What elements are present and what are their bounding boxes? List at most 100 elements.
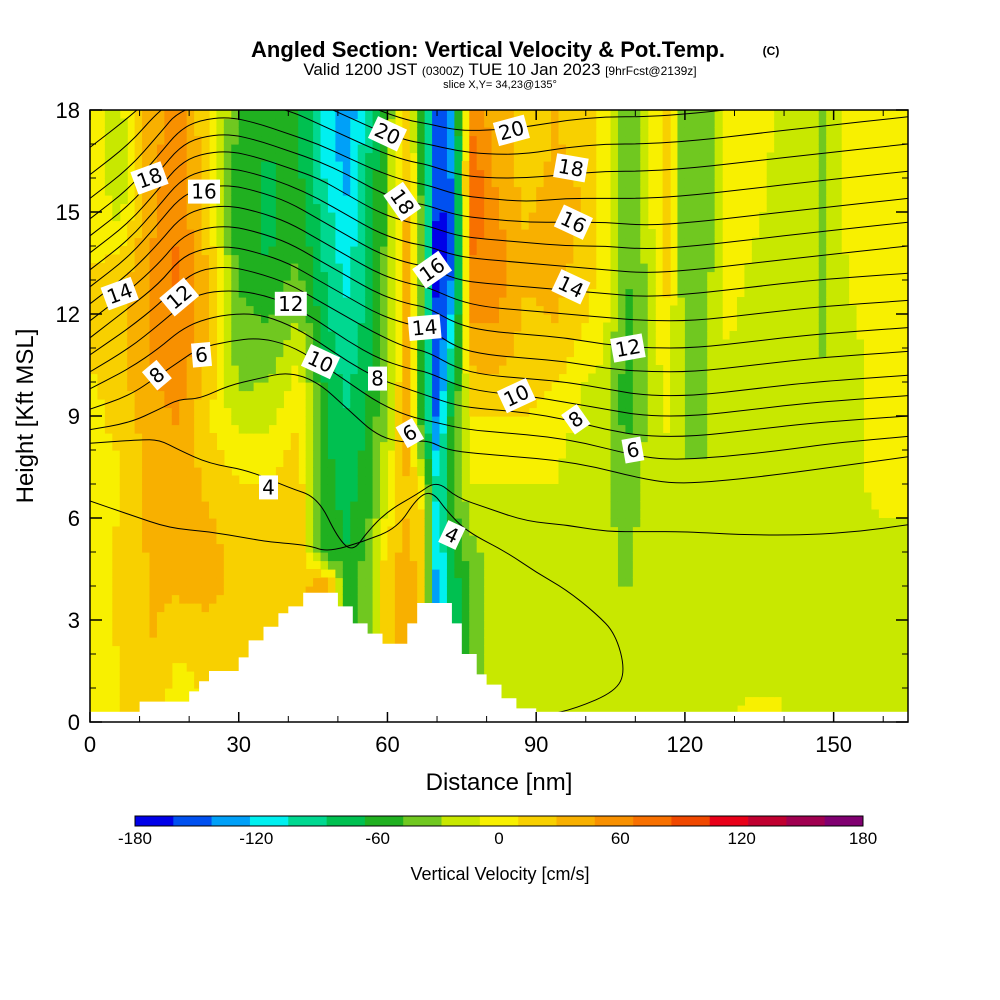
velocity-cell bbox=[513, 280, 522, 290]
velocity-cell bbox=[253, 237, 262, 247]
velocity-cell bbox=[223, 110, 232, 120]
velocity-cell bbox=[164, 348, 173, 358]
velocity-cell bbox=[305, 424, 314, 434]
velocity-cell bbox=[119, 271, 128, 281]
velocity-cell bbox=[357, 305, 366, 315]
velocity-cell bbox=[528, 492, 537, 502]
velocity-cell bbox=[610, 203, 619, 213]
velocity-cell bbox=[253, 526, 262, 536]
velocity-cell bbox=[261, 526, 270, 536]
velocity-cell bbox=[499, 246, 508, 256]
velocity-cell bbox=[313, 458, 322, 468]
chart-subtitle: Valid 1200 JST (0300Z) TUE 10 Jan 2023 [… bbox=[303, 60, 696, 79]
velocity-cell bbox=[402, 611, 411, 621]
velocity-cell bbox=[439, 127, 448, 137]
velocity-cell bbox=[238, 331, 247, 341]
velocity-cell bbox=[305, 450, 314, 460]
velocity-cell bbox=[320, 543, 329, 553]
velocity-cell bbox=[253, 484, 262, 494]
velocity-cell bbox=[350, 535, 359, 545]
velocity-cell bbox=[670, 628, 679, 638]
velocity-cell bbox=[350, 433, 359, 443]
velocity-cell bbox=[134, 212, 143, 222]
velocity-cell bbox=[164, 254, 173, 264]
velocity-cell bbox=[484, 543, 493, 553]
velocity-cell bbox=[327, 254, 336, 264]
velocity-cell bbox=[506, 611, 515, 621]
velocity-cell bbox=[231, 526, 240, 536]
velocity-cell bbox=[573, 620, 582, 630]
velocity-cell bbox=[439, 390, 448, 400]
velocity-cell bbox=[506, 203, 515, 213]
velocity-cell bbox=[484, 297, 493, 307]
velocity-cell bbox=[261, 416, 270, 426]
velocity-cell bbox=[216, 484, 225, 494]
velocity-cell bbox=[164, 246, 173, 256]
velocity-cell bbox=[149, 543, 158, 553]
velocity-cell bbox=[499, 501, 508, 511]
velocity-cell bbox=[499, 254, 508, 264]
velocity-cell bbox=[313, 518, 322, 528]
velocity-cell bbox=[528, 348, 537, 358]
velocity-cell bbox=[365, 314, 374, 324]
velocity-cell bbox=[231, 271, 240, 281]
velocity-cell bbox=[625, 178, 634, 188]
velocity-cell bbox=[603, 365, 612, 375]
velocity-cell bbox=[142, 586, 151, 596]
velocity-cell bbox=[298, 212, 307, 222]
velocity-cell bbox=[216, 152, 225, 162]
velocity-cell bbox=[305, 254, 314, 264]
velocity-cell bbox=[662, 662, 671, 672]
velocity-cell bbox=[670, 518, 679, 528]
velocity-cell bbox=[305, 416, 314, 426]
velocity-cell bbox=[513, 339, 522, 349]
velocity-cell bbox=[647, 569, 656, 579]
velocity-cell bbox=[499, 169, 508, 179]
velocity-cell bbox=[335, 518, 344, 528]
velocity-cell bbox=[610, 110, 619, 120]
velocity-cell bbox=[149, 467, 158, 477]
velocity-cell bbox=[655, 509, 664, 519]
velocity-cell bbox=[551, 203, 560, 213]
velocity-cell bbox=[543, 110, 552, 120]
velocity-cell bbox=[454, 390, 463, 400]
velocity-cell bbox=[156, 569, 165, 579]
velocity-cell bbox=[335, 169, 344, 179]
velocity-cell bbox=[432, 416, 441, 426]
velocity-cell bbox=[275, 280, 284, 290]
velocity-cell bbox=[171, 382, 180, 392]
velocity-cell bbox=[231, 484, 240, 494]
velocity-cell bbox=[179, 382, 188, 392]
velocity-cell bbox=[208, 535, 218, 545]
velocity-cell bbox=[350, 246, 359, 256]
velocity-cell bbox=[238, 237, 247, 247]
velocity-cell bbox=[595, 560, 604, 570]
velocity-cell bbox=[491, 569, 500, 579]
velocity-cell bbox=[469, 535, 478, 545]
velocity-cell bbox=[268, 560, 277, 570]
velocity-cell bbox=[320, 535, 329, 545]
velocity-cell bbox=[164, 390, 173, 400]
velocity-cell bbox=[261, 314, 270, 324]
velocity-cell bbox=[275, 399, 284, 409]
velocity-cell bbox=[432, 475, 441, 485]
velocity-cell bbox=[446, 577, 455, 587]
velocity-cell bbox=[662, 679, 671, 689]
velocity-cell bbox=[327, 127, 336, 137]
velocity-cell bbox=[357, 144, 366, 154]
velocity-cell bbox=[387, 254, 396, 264]
velocity-cell bbox=[179, 229, 188, 239]
velocity-cell bbox=[528, 280, 537, 290]
velocity-cell bbox=[573, 603, 582, 613]
velocity-cell bbox=[342, 399, 351, 409]
velocity-cell bbox=[610, 688, 619, 698]
velocity-cell bbox=[580, 399, 589, 409]
velocity-cell bbox=[208, 518, 218, 528]
velocity-cell bbox=[268, 535, 277, 545]
velocity-cell bbox=[617, 186, 627, 196]
velocity-cell bbox=[253, 611, 262, 621]
velocity-cell bbox=[142, 552, 151, 562]
velocity-cell bbox=[380, 348, 389, 358]
velocity-cell bbox=[543, 501, 552, 511]
velocity-cell bbox=[208, 356, 218, 366]
